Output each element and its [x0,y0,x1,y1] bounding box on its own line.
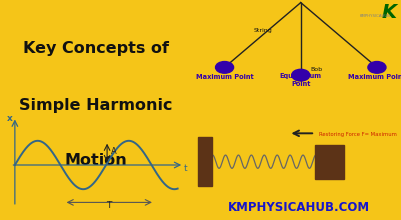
Text: Restoring Force F= Maximum: Restoring Force F= Maximum [319,132,397,137]
Text: Key Concepts of: Key Concepts of [23,41,169,56]
Text: K: K [382,3,397,22]
Circle shape [216,62,233,73]
Text: Simple Harmonic: Simple Harmonic [20,98,173,113]
Text: Bob: Bob [311,67,323,72]
Circle shape [292,69,310,81]
Text: T: T [107,201,112,210]
Text: t: t [184,163,188,172]
Text: Maximum Point: Maximum Point [348,74,401,80]
Text: KMPHYSICAHUB: KMPHYSICAHUB [360,14,391,18]
Text: A: A [111,147,117,156]
Bar [315,145,344,179]
Text: String: String [253,28,272,33]
Bar [198,137,212,186]
Text: Motion: Motion [65,153,128,168]
Circle shape [368,62,386,73]
Text: Maximum Point: Maximum Point [196,74,253,80]
Text: Equilibrium
Point: Equilibrium Point [279,73,322,86]
Text: x: x [7,114,13,123]
Text: KMPHYSICAHUB.COM: KMPHYSICAHUB.COM [228,201,370,214]
